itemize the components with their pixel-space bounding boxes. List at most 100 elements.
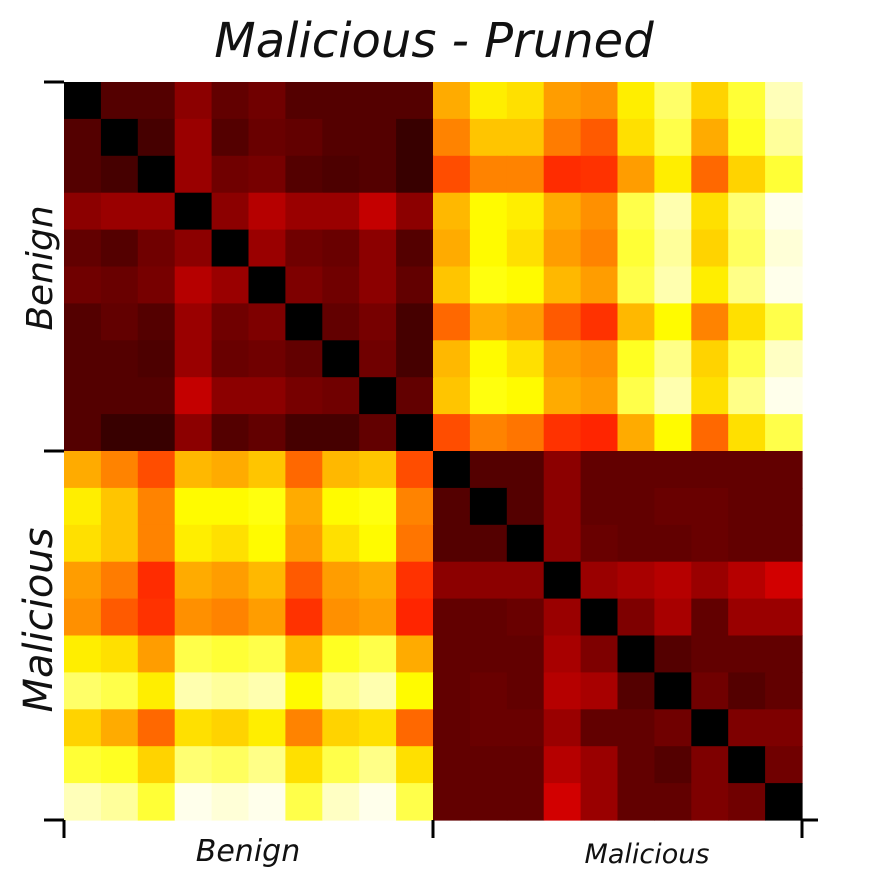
heatmap-cell-r15-c8	[359, 635, 397, 673]
heatmap-cell-r14-c12	[506, 598, 545, 637]
heatmap-cell-r4-c7	[322, 229, 360, 268]
heatmap-cell-r7-c4	[211, 340, 250, 378]
heatmap-cell-r10-c0	[64, 451, 102, 489]
heatmap-cell-r8-c14	[580, 377, 619, 415]
heatmap-cell-r13-c5	[248, 561, 286, 600]
heatmap-cell-r7-c6	[285, 340, 323, 378]
heatmap-cell-r4-c9	[396, 229, 434, 268]
heatmap-cell-r15-c3	[174, 635, 213, 673]
heatmap-cell-r5-c9	[396, 266, 434, 304]
heatmap-cell-r5-c0	[64, 266, 102, 304]
heatmap-cell-r11-c13	[543, 487, 582, 526]
heatmap-cell-r1-c11	[469, 118, 508, 157]
heatmap-cell-r4-c4	[211, 229, 250, 268]
heatmap-cell-r18-c1	[100, 746, 139, 784]
heatmap-cell-r6-c1	[100, 303, 139, 341]
heatmap-cell-r9-c2	[137, 414, 176, 452]
heatmap-cell-r12-c0	[64, 524, 102, 563]
heatmap-cell-r3-c16	[654, 192, 692, 231]
heatmap-cell-r8-c12	[506, 377, 545, 415]
heatmap-cell-r7-c19	[765, 340, 803, 378]
heatmap-cell-r17-c4	[211, 709, 250, 747]
heatmap-cell-r18-c2	[137, 746, 176, 784]
heatmap-cell-r6-c14	[580, 303, 619, 341]
heatmap-cell-r12-c11	[469, 524, 508, 563]
heatmap-cell-r13-c17	[691, 561, 729, 600]
heatmap-cell-r15-c11	[469, 635, 508, 673]
heatmap-cell-r16-c3	[174, 672, 213, 710]
heatmap-cell-r1-c19	[765, 118, 803, 157]
heatmap-cell-r16-c17	[691, 672, 729, 710]
heatmap-cell-r19-c7	[322, 783, 360, 821]
heatmap-cell-r6-c13	[543, 303, 582, 341]
heatmap-cell-r6-c11	[469, 303, 508, 341]
heatmap-cell-r19-c13	[543, 783, 582, 821]
heatmap-cell-r6-c2	[137, 303, 176, 341]
heatmap-cell-r18-c13	[543, 746, 582, 784]
heatmap-cell-r15-c2	[137, 635, 176, 673]
heatmap-cell-r10-c1	[100, 451, 139, 489]
heatmap-cell-r2-c5	[248, 155, 286, 194]
heatmap-cell-r3-c3	[174, 192, 213, 231]
heatmap-cell-r10-c9	[396, 451, 434, 489]
heatmap-cell-r15-c19	[765, 635, 803, 673]
heatmap-cell-r8-c6	[285, 377, 323, 415]
heatmap-cell-r4-c5	[248, 229, 286, 268]
heatmap-cell-r8-c10	[433, 377, 471, 415]
heatmap-cell-r3-c0	[64, 192, 102, 231]
heatmap-cell-r12-c14	[580, 524, 619, 563]
heatmap-cell-r14-c6	[285, 598, 323, 637]
heatmap-cell-r3-c12	[506, 192, 545, 231]
heatmap-cell-r11-c8	[359, 487, 397, 526]
heatmap-cell-r14-c4	[211, 598, 250, 637]
heatmap-cell-r9-c9	[396, 414, 434, 452]
heatmap-cell-r16-c7	[322, 672, 360, 710]
heatmap-cell-r2-c2	[137, 155, 176, 194]
heatmap-cell-r8-c16	[654, 377, 692, 415]
heatmap-cell-r2-c4	[211, 155, 250, 194]
heatmap-cell-r3-c18	[728, 192, 766, 231]
heatmap-cell-r15-c4	[211, 635, 250, 673]
heatmap-cell-r11-c9	[396, 487, 434, 526]
heatmap-cell-r5-c14	[580, 266, 619, 304]
heatmap-cell-r13-c13	[543, 561, 582, 600]
heatmap-cell-r14-c19	[765, 598, 803, 637]
heatmap-cell-r8-c15	[617, 377, 655, 415]
heatmap-cell-r19-c9	[396, 783, 434, 821]
heatmap-cell-r16-c18	[728, 672, 766, 710]
heatmap-cell-r0-c2	[137, 82, 176, 120]
heatmap-cell-r17-c9	[396, 709, 434, 747]
heatmap-cell-r2-c17	[691, 155, 729, 194]
heatmap-cell-r8-c4	[211, 377, 250, 415]
heatmap-cell-r9-c3	[174, 414, 213, 452]
heatmap-cell-r9-c12	[506, 414, 545, 452]
heatmap-cell-r18-c19	[765, 746, 803, 784]
heatmap-cell-r5-c17	[691, 266, 729, 304]
heatmap-cell-r17-c7	[322, 709, 360, 747]
heatmap-cell-r8-c13	[543, 377, 582, 415]
heatmap-cell-r10-c3	[174, 451, 213, 489]
heatmap-cell-r11-c11	[469, 487, 508, 526]
heatmap-cell-r0-c14	[580, 82, 619, 120]
heatmap-cell-r11-c17	[691, 487, 729, 526]
heatmap-cell-r12-c17	[691, 524, 729, 563]
heatmap-cell-r4-c11	[469, 229, 508, 268]
heatmap-cell-r16-c4	[211, 672, 250, 710]
heatmap-cell-r12-c6	[285, 524, 323, 563]
heatmap-cell-r18-c0	[64, 746, 102, 784]
heatmap-cell-r19-c5	[248, 783, 286, 821]
heatmap-cell-r11-c19	[765, 487, 803, 526]
heatmap-cell-r13-c11	[469, 561, 508, 600]
heatmap-cell-r1-c6	[285, 118, 323, 157]
heatmap-cell-r16-c1	[100, 672, 139, 710]
heatmap-cell-r10-c13	[543, 451, 582, 489]
heatmap-cell-r2-c19	[765, 155, 803, 194]
heatmap-cell-r7-c10	[433, 340, 471, 378]
heatmap-cell-r11-c5	[248, 487, 286, 526]
heatmap-cell-r17-c8	[359, 709, 397, 747]
heatmap-cell-r19-c8	[359, 783, 397, 821]
heatmap-cell-r7-c13	[543, 340, 582, 378]
heatmap-cell-r17-c19	[765, 709, 803, 747]
heatmap-cell-r14-c3	[174, 598, 213, 637]
heatmap-cell-r16-c9	[396, 672, 434, 710]
